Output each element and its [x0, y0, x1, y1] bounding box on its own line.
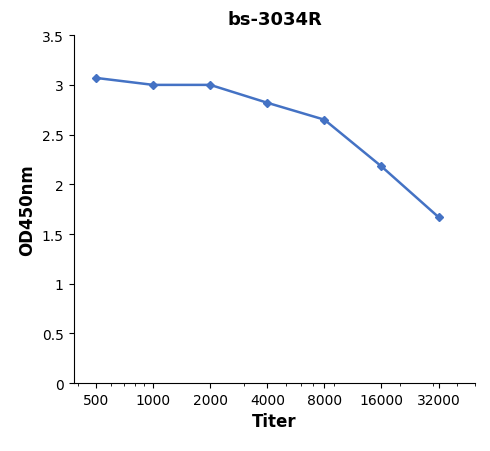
Title: bs-3034R: bs-3034R — [227, 11, 322, 29]
Y-axis label: OD450nm: OD450nm — [18, 164, 36, 255]
X-axis label: Titer: Titer — [252, 413, 297, 431]
